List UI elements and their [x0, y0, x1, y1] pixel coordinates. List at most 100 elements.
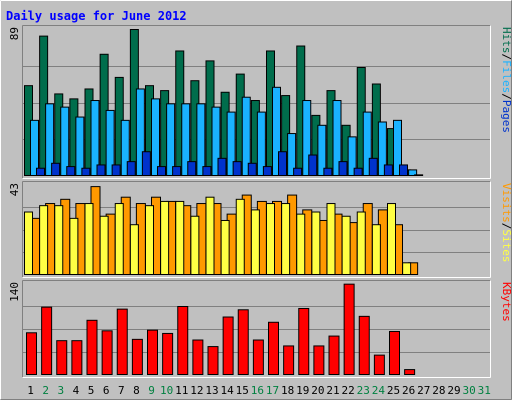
bar-kbytes-day-5 — [86, 319, 98, 375]
bar-kbytes-day-21 — [328, 335, 340, 376]
day-label-7: 7 — [118, 384, 125, 397]
day-label-1: 1 — [27, 384, 34, 397]
bar-sites-day-20 — [311, 211, 321, 275]
bar-files-day-10 — [166, 103, 176, 176]
side-legend-separator: / — [500, 223, 512, 230]
series-sites — [24, 196, 412, 276]
bar-sites-day-4 — [69, 217, 79, 275]
day-label-24: 24 — [372, 384, 386, 397]
bar-sites-day-11 — [175, 200, 185, 276]
bar-files-day-2 — [45, 103, 55, 176]
bar-pages-day-16 — [262, 166, 272, 177]
day-label-10: 10 — [160, 384, 173, 397]
bar-sites-day-14 — [220, 219, 230, 275]
bar-pages-day-2 — [51, 162, 61, 176]
bar-files-day-15 — [241, 96, 251, 176]
day-label-16: 16 — [251, 384, 264, 397]
day-label-19: 19 — [296, 384, 309, 397]
series-files — [30, 86, 418, 177]
bar-files-day-1 — [30, 119, 39, 176]
bar-kbytes-day-20 — [313, 345, 325, 375]
bar-pages-day-24 — [383, 164, 393, 176]
series-kbytes — [26, 283, 416, 376]
day-label-28: 28 — [432, 384, 445, 397]
side-legend-pages: Pages — [500, 100, 512, 133]
bar-pages-day-7 — [126, 161, 136, 176]
bar-sites-day-15 — [235, 198, 245, 275]
bar-pages-day-12 — [202, 166, 212, 177]
bar-sites-day-21 — [326, 203, 336, 275]
bar-kbytes-day-16 — [252, 339, 264, 375]
day-label-5: 5 — [88, 384, 95, 397]
chart-panels: 89 Hits/Files/Pages 43 Visits/Sites 140 KByte… — [8, 25, 512, 378]
bar-kbytes-day-23 — [358, 315, 370, 376]
bar-pages-day-15 — [247, 162, 257, 176]
bar-sites-day-10 — [160, 200, 170, 276]
bar-kbytes-day-2 — [41, 306, 53, 375]
panel-kbytes: 140 KBytes — [8, 280, 512, 378]
day-axis-labels: 1 2 3 4 5 6 7 8 9 10 11 12 13 14 15 16 17 18 19 20 21 22 23 24 2… — [27, 384, 491, 397]
bar-pages-day-9 — [157, 166, 166, 177]
bar-files-day-9 — [151, 98, 160, 176]
bar-pages-day-10 — [172, 166, 182, 177]
bar-kbytes-day-6 — [101, 330, 113, 376]
bar-pages-day-17 — [278, 151, 287, 176]
day-label-26: 26 — [402, 384, 415, 397]
day-label-22: 22 — [342, 384, 355, 397]
day-label-20: 20 — [311, 384, 324, 397]
day-label-23: 23 — [357, 384, 370, 397]
bar-pages-day-3 — [66, 166, 76, 177]
day-label-29: 29 — [447, 384, 460, 397]
day-label-17: 17 — [266, 384, 279, 397]
bar-kbytes-day-7 — [116, 308, 128, 375]
bar-files-day-7 — [120, 119, 130, 176]
bar-sites-day-13 — [205, 196, 215, 275]
side-legend-kbytes: KBytes — [500, 282, 512, 322]
bar-kbytes-day-3 — [56, 340, 68, 375]
bar-kbytes-day-26 — [404, 369, 416, 376]
bar-sites-day-22 — [341, 215, 351, 275]
bar-sites-day-17 — [266, 203, 275, 275]
bar-files-day-5 — [90, 100, 100, 176]
bar-files-day-6 — [105, 109, 115, 176]
bar-sites-day-12 — [190, 215, 200, 275]
side-legend-separator: / — [500, 93, 512, 100]
day-label-6: 6 — [103, 384, 110, 397]
bar-pages-day-23 — [368, 157, 378, 177]
bar-files-day-3 — [60, 106, 70, 176]
day-label-25: 25 — [387, 384, 400, 397]
bar-sites-day-24 — [371, 224, 381, 276]
day-label-12: 12 — [190, 384, 203, 397]
side-legend-hits: Hits — [500, 27, 512, 54]
bar-kbytes-day-15 — [237, 309, 249, 375]
panel-kbytes-axis-max-label: 140 — [8, 282, 21, 302]
chart-title: Daily usage for June 2012 — [6, 9, 187, 23]
day-label-15: 15 — [236, 384, 249, 397]
bar-pages-day-13 — [217, 157, 227, 177]
bar-sites-day-7 — [114, 203, 124, 275]
bar-kbytes-day-11 — [177, 306, 189, 375]
bar-pages-day-6 — [111, 164, 121, 176]
bar-kbytes-day-14 — [222, 316, 234, 375]
panel-hits-side-legend: Hits/Files/Pages — [500, 27, 512, 133]
bar-sites-day-9 — [145, 205, 154, 276]
bar-sites-day-6 — [99, 215, 109, 275]
side-legend-separator: / — [500, 54, 512, 61]
panel-visits: 43 Visits/Sites — [8, 181, 512, 278]
day-label-18: 18 — [281, 384, 294, 397]
bar-sites-day-8 — [129, 224, 139, 276]
bar-pages-day-11 — [187, 161, 197, 176]
bar-files-day-23 — [362, 111, 372, 176]
bar-pages-day-26 — [414, 174, 424, 176]
bar-kbytes-day-22 — [343, 283, 355, 375]
panel-hits-axis-max-label: 89 — [8, 27, 21, 40]
bar-sites-day-2 — [39, 205, 49, 276]
bar-files-day-14 — [226, 111, 236, 176]
day-label-4: 4 — [73, 384, 80, 397]
bar-files-day-11 — [181, 103, 191, 176]
panel-visits-side-legend: Visits/Sites — [500, 183, 512, 263]
bar-files-day-25 — [393, 119, 402, 176]
bar-pages-day-18 — [293, 167, 303, 177]
